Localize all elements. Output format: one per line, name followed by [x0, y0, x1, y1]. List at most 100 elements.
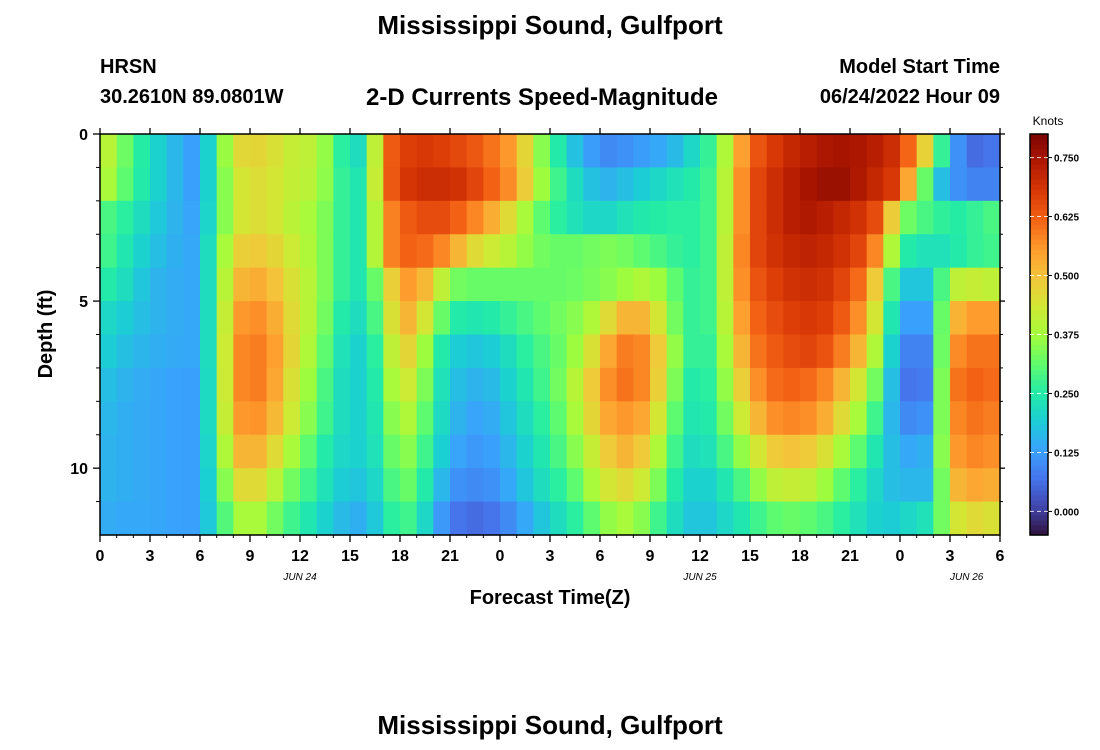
heatmap-cell: [533, 167, 551, 202]
heatmap-cell: [533, 267, 551, 302]
heatmap-cell: [783, 434, 801, 469]
heatmap-cell: [600, 434, 618, 469]
heatmap-cell: [533, 234, 551, 269]
heatmap-cell: [566, 334, 584, 369]
colorbar-segment: [1030, 489, 1048, 496]
heatmap-cell: [850, 401, 868, 436]
heatmap-cell: [800, 367, 818, 402]
heatmap-cell: [866, 134, 884, 169]
heatmap-cell: [666, 301, 684, 336]
heatmap-cell: [833, 434, 851, 469]
heatmap-cell: [833, 501, 851, 536]
heatmap-cell: [600, 301, 618, 336]
heatmap-cell: [733, 134, 751, 169]
heatmap-cell: [716, 334, 734, 369]
heatmap-cell: [350, 334, 368, 369]
heatmap-cell: [933, 468, 951, 503]
heatmap-cell: [483, 200, 501, 235]
heatmap-cell: [300, 334, 318, 369]
heatmap-cell: [633, 334, 651, 369]
heatmap-cell: [216, 501, 234, 536]
heatmap-cell: [416, 301, 434, 336]
y-axis-label: Depth (ft): [35, 290, 57, 379]
heatmap-cell: [383, 367, 401, 402]
heatmap-cell: [483, 501, 501, 536]
x-axis-label: Forecast Time(Z): [470, 587, 631, 609]
heatmap-cell: [550, 501, 568, 536]
heatmap-cell: [350, 200, 368, 235]
heatmap-cell: [750, 434, 768, 469]
heatmap-cell: [950, 501, 968, 536]
colorbar-segment: [1030, 494, 1048, 501]
heatmap-cell: [650, 468, 668, 503]
heatmap-cell: [783, 367, 801, 402]
heatmap-cell: [933, 134, 951, 169]
heatmap-cell: [850, 501, 868, 536]
x-tick-label: 6: [196, 548, 205, 565]
heatmap-cell: [416, 501, 434, 536]
y-tick-label: 10: [70, 461, 88, 478]
heatmap-cell: [966, 401, 984, 436]
heatmap-cell: [166, 401, 184, 436]
heatmap-cell: [400, 401, 418, 436]
heatmap-cell: [766, 267, 784, 302]
heatmap-cell: [300, 501, 318, 536]
heatmap-cell: [383, 234, 401, 269]
heatmap-cell: [666, 200, 684, 235]
colorbar-segment: [1030, 424, 1048, 431]
heatmap-cell: [733, 401, 751, 436]
heatmap-cell: [950, 334, 968, 369]
heatmap-cell: [433, 468, 451, 503]
heatmap-cell: [616, 301, 634, 336]
heatmap-cell: [966, 501, 984, 536]
colorbar-segment: [1030, 234, 1048, 240]
heatmap-cell: [300, 367, 318, 402]
heatmap-cell: [583, 334, 601, 369]
heatmap-cell: [150, 367, 168, 402]
heatmap-cell: [800, 134, 818, 169]
heatmap-cell: [550, 334, 568, 369]
x-tick-label: 15: [741, 548, 759, 565]
heatmap-cell: [466, 367, 484, 402]
model-start-time: 06/24/2022 Hour 09: [819, 86, 1000, 108]
colorbar-segment: [1030, 419, 1048, 426]
heatmap-cell: [500, 267, 518, 302]
heatmap-cell: [283, 267, 301, 302]
heatmap-cell: [450, 434, 468, 469]
heatmap-cell: [366, 434, 384, 469]
heatmap-cell: [733, 167, 751, 202]
heatmap-cell: [350, 134, 368, 169]
heatmap-cell: [183, 401, 201, 436]
heatmap-cell: [500, 134, 518, 169]
heatmap-cell: [400, 167, 418, 202]
heatmap-cell: [216, 200, 234, 235]
heatmap-cell: [116, 167, 134, 202]
heatmap-cell: [316, 334, 334, 369]
heatmap-cell: [450, 501, 468, 536]
heatmap-cell: [400, 468, 418, 503]
heatmap-cell: [316, 267, 334, 302]
heatmap-cell: [833, 267, 851, 302]
heatmap-cell: [750, 167, 768, 202]
heatmap-cell: [483, 234, 501, 269]
heatmap-cell: [133, 334, 151, 369]
heatmap-cell: [800, 200, 818, 235]
heatmap-cell: [966, 267, 984, 302]
heatmap-cell: [216, 234, 234, 269]
colorbar-segment: [1030, 439, 1048, 446]
heatmap-cell: [400, 367, 418, 402]
heatmap-cell: [966, 434, 984, 469]
heatmap-cell: [466, 468, 484, 503]
heatmap-cell: [100, 234, 118, 269]
colorbar-segment: [1030, 219, 1048, 225]
heatmap-cell: [900, 501, 918, 536]
colorbar-segment: [1030, 179, 1048, 185]
heatmap-cell: [550, 434, 568, 469]
heatmap-cell: [633, 267, 651, 302]
colorbar-segment: [1030, 369, 1048, 376]
heatmap-cell: [900, 401, 918, 436]
heatmap-cell: [666, 501, 684, 536]
date-label: JUN 26: [949, 572, 984, 583]
heatmap-cell: [550, 267, 568, 302]
heatmap-cell: [150, 301, 168, 336]
